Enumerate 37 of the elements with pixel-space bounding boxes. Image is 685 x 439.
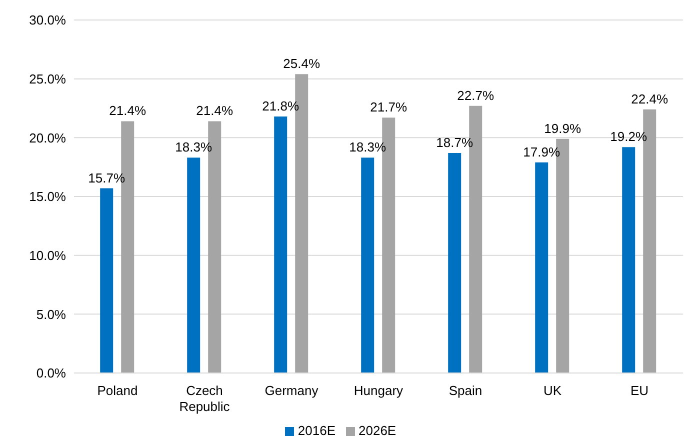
y-tick-label: 10.0% <box>29 248 66 263</box>
data-label: 18.7% <box>436 134 474 150</box>
y-tick-label: 5.0% <box>36 306 66 322</box>
data-label: 18.3% <box>349 140 386 155</box>
bar <box>622 147 636 373</box>
data-label: 21.4% <box>196 103 234 118</box>
data-label: 21.8% <box>262 98 300 114</box>
x-tick-label: Poland <box>97 383 138 398</box>
y-tick-label: 30.0% <box>29 12 66 28</box>
data-label: 21.7% <box>370 100 408 115</box>
data-label: 22.4% <box>631 91 668 106</box>
legend-label: 2026E <box>358 423 396 438</box>
data-label: 21.4% <box>109 103 146 118</box>
x-tick-label: Hungary <box>354 383 404 398</box>
legend-label: 2016E <box>298 423 336 438</box>
data-label: 22.7% <box>457 88 494 103</box>
bar <box>187 158 200 373</box>
bar <box>361 158 374 373</box>
bar <box>274 116 288 373</box>
y-tick-label: 15.0% <box>29 189 66 204</box>
data-label: 19.9% <box>544 120 582 136</box>
x-tick-label: Spain <box>448 383 482 398</box>
data-label: 17.9% <box>523 144 560 160</box>
x-tick-label: Czech Republic <box>179 383 230 414</box>
data-label: 18.3% <box>175 140 212 155</box>
data-label: 19.2% <box>610 129 648 144</box>
y-tick-label: 20.0% <box>29 130 66 146</box>
bar <box>535 162 548 373</box>
data-label: 15.7% <box>88 170 126 186</box>
bar <box>448 152 462 373</box>
data-label: 25.4% <box>283 56 320 72</box>
bar <box>100 188 114 373</box>
y-tick-label: 0.0% <box>36 366 66 381</box>
x-tick-label: UK <box>543 383 562 398</box>
x-tick-label: Germany <box>264 383 319 398</box>
x-tick-label: EU <box>630 383 649 398</box>
y-tick-label: 25.0% <box>29 71 66 86</box>
